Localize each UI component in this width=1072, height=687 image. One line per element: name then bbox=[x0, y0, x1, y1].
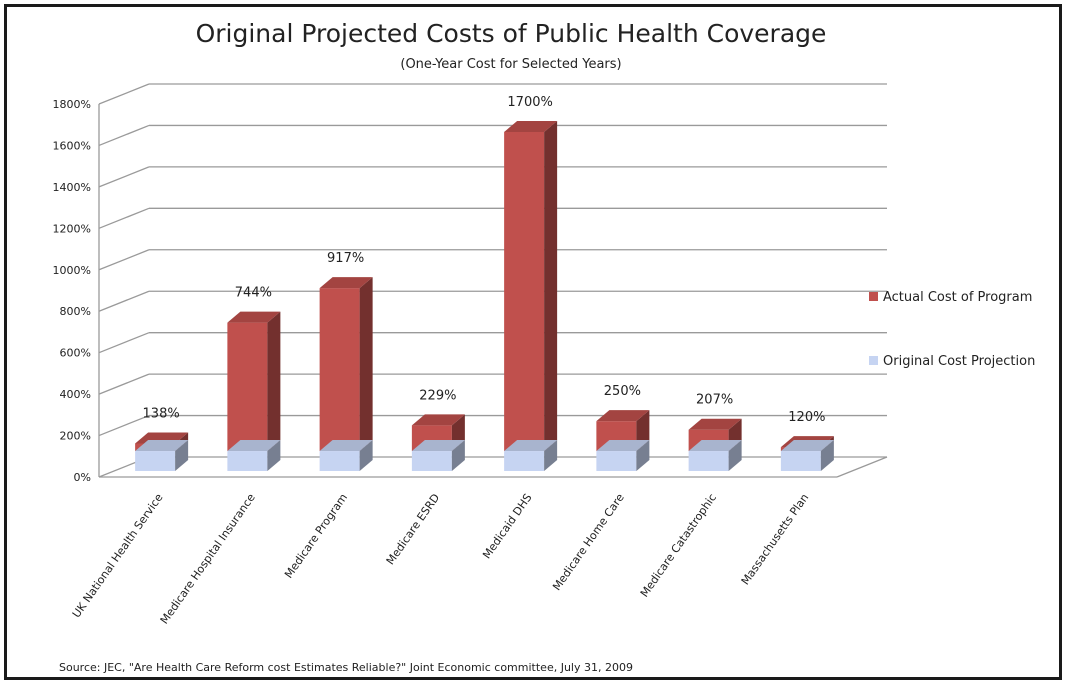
bar-projection-side bbox=[636, 440, 650, 471]
bar-actual-top bbox=[319, 277, 373, 289]
bar-actual-side bbox=[267, 311, 281, 452]
bar-projection-top bbox=[227, 440, 281, 452]
bar-projection-top bbox=[504, 440, 558, 452]
y-tick-label: 1600% bbox=[53, 139, 91, 152]
chart-title: Original Projected Costs of Public Healt… bbox=[195, 19, 827, 48]
bar-projection-front bbox=[411, 451, 452, 471]
bar-projection-side bbox=[267, 440, 281, 471]
y-tick-label: 600% bbox=[60, 347, 91, 360]
data-label: 917% bbox=[327, 251, 364, 266]
bar-actual-side bbox=[359, 277, 373, 452]
bar-actual-top bbox=[411, 414, 465, 426]
bar-actual-front bbox=[504, 131, 545, 452]
y-tick-label: 400% bbox=[60, 388, 91, 401]
bar-projection-top bbox=[780, 440, 834, 452]
bar-projection-side bbox=[359, 440, 373, 471]
bar-projection-front bbox=[780, 451, 821, 471]
bar-projection-front bbox=[135, 451, 176, 471]
gridline-side bbox=[98, 249, 150, 271]
x-tick-label: UK National Health Service bbox=[70, 491, 166, 620]
y-tick-label: 1200% bbox=[53, 222, 91, 235]
data-label: 744% bbox=[235, 286, 272, 301]
bar-actual-top bbox=[227, 311, 281, 323]
x-tick-label: Medicare Hospital Insurance bbox=[158, 491, 258, 626]
bar-projection-top bbox=[596, 440, 650, 452]
y-tick-label: 0% bbox=[74, 471, 91, 484]
bar-actual-top bbox=[504, 120, 558, 132]
x-tick-label: Medicaid DHS bbox=[480, 491, 534, 561]
bar-projection-side bbox=[544, 440, 558, 471]
y-tick-label: 800% bbox=[60, 305, 91, 318]
x-tick-label: Medicare Catastrophic bbox=[638, 491, 719, 599]
bar-projection-front bbox=[504, 451, 545, 471]
gridline-side bbox=[98, 207, 150, 229]
bar-projection-side bbox=[451, 440, 465, 471]
y-tick-label: 1000% bbox=[53, 264, 91, 277]
gridline-side bbox=[98, 124, 150, 147]
data-label: 207% bbox=[696, 393, 733, 408]
chart-subtitle: (One-Year Cost for Selected Years) bbox=[400, 57, 622, 72]
gridline-side bbox=[98, 414, 150, 437]
y-tick-label: 1800% bbox=[53, 98, 91, 111]
x-tick-label: Medicare Home Care bbox=[550, 491, 627, 593]
y-tick-label: 1400% bbox=[53, 181, 91, 194]
bar-projection-top bbox=[411, 440, 465, 452]
gridline-side bbox=[98, 290, 150, 312]
data-label: 120% bbox=[788, 410, 825, 425]
bar-actual-front bbox=[227, 322, 268, 452]
legend-label-projection: Original Cost Projection bbox=[883, 354, 1035, 369]
gridline-side bbox=[98, 83, 150, 105]
data-label: 250% bbox=[604, 384, 641, 399]
source-note: Source: JEC, "Are Health Care Reform cos… bbox=[59, 661, 633, 674]
floor-right-edge bbox=[836, 456, 888, 478]
bar-projection-side bbox=[820, 440, 834, 471]
legend-swatch-actual bbox=[869, 292, 878, 301]
data-label: 138% bbox=[143, 406, 180, 421]
bar-projection-front bbox=[319, 451, 360, 471]
bar-projection-top bbox=[319, 440, 373, 452]
gridline-side bbox=[98, 332, 150, 354]
x-tick-label: Medicare ESRD bbox=[384, 491, 443, 567]
chart-canvas: 0% 200% 400% 600% 800% 1000% 1200% 1400% 1600% 18… bbox=[53, 83, 1035, 626]
gridline-side bbox=[98, 166, 150, 188]
bar-actual-top bbox=[688, 418, 742, 430]
chart-frame: Original Projected Costs of Public Healt… bbox=[4, 4, 1062, 680]
bar-actual-front bbox=[319, 288, 360, 452]
legend-label-actual: Actual Cost of Program bbox=[883, 290, 1032, 305]
bar-projection-front bbox=[596, 451, 637, 471]
x-tick-label: Medicare Program bbox=[282, 491, 350, 580]
y-tick-label: 200% bbox=[60, 430, 91, 443]
bar-projection-top bbox=[135, 440, 189, 452]
bar-projection-front bbox=[688, 451, 729, 471]
bar-actual-top bbox=[596, 410, 650, 422]
gridline-side bbox=[98, 373, 150, 395]
bar-projection-side bbox=[175, 440, 189, 471]
bar-projection-side bbox=[728, 440, 742, 471]
x-tick-label: Massachusetts Plan bbox=[739, 491, 812, 587]
data-label: 1700% bbox=[507, 95, 552, 110]
legend-swatch-projection bbox=[869, 356, 878, 365]
bar-projection-top bbox=[688, 440, 742, 452]
data-label: 229% bbox=[419, 388, 456, 403]
bar-projection-front bbox=[227, 451, 268, 471]
bar-actual-side bbox=[544, 120, 558, 452]
